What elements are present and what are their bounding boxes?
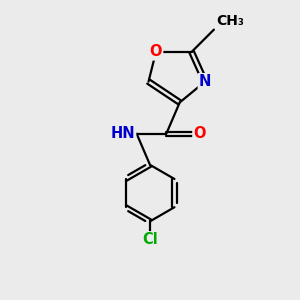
Text: O: O <box>150 44 162 59</box>
Text: HN: HN <box>110 126 135 141</box>
Text: CH₃: CH₃ <box>216 14 244 28</box>
Text: O: O <box>194 126 206 141</box>
Text: N: N <box>199 74 211 89</box>
Text: Cl: Cl <box>142 232 158 247</box>
